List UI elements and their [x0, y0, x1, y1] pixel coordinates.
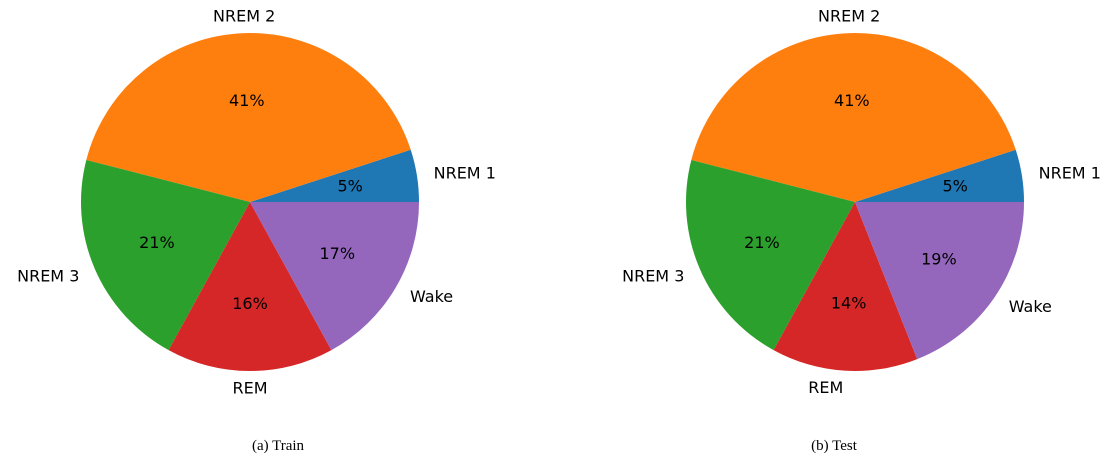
- train-caption: (a) Train: [251, 438, 305, 454]
- test-slice-nrem-1: [855, 149, 1024, 202]
- test-category-label-nrem-2: NREM 2: [818, 7, 880, 26]
- test-category-label-rem: REM: [808, 378, 843, 397]
- train-slice-wake: [250, 202, 419, 351]
- train-category-label-wake: Wake: [410, 287, 453, 306]
- test-slice-nrem-2: [691, 32, 1016, 202]
- test-category-label-wake: Wake: [1009, 297, 1052, 316]
- train-pct-label-rem: 16%: [232, 294, 268, 313]
- train-category-label-nrem-1: NREM 1: [434, 163, 496, 182]
- train-slice-nrem-2: [86, 32, 411, 202]
- train-pct-label-wake: 17%: [319, 244, 355, 263]
- test-slice-wake: [855, 202, 1024, 360]
- test-pct-label-rem: 14%: [831, 294, 867, 313]
- test-category-label-nrem-3: NREM 3: [622, 266, 684, 285]
- test-category-label-nrem-1: NREM 1: [1039, 163, 1101, 182]
- train-category-label-rem: REM: [232, 378, 267, 397]
- test-slice-nrem-3: [686, 159, 855, 351]
- test-pie-chart: 5% NREM 1 41% NREM 2 21% NREM 3 14% REM 19% Wake: [622, 7, 1101, 397]
- train-slice-rem: [168, 202, 332, 371]
- train-slice-nrem-1: [250, 149, 419, 202]
- train-slice-nrem-3: [80, 159, 250, 351]
- test-slice-rem: [773, 202, 918, 372]
- train-pct-label-nrem-3: 21%: [139, 233, 175, 252]
- test-pct-label-nrem-1: 5%: [942, 177, 967, 196]
- train-pct-label-nrem-2: 41%: [229, 91, 265, 110]
- test-pct-label-nrem-2: 41%: [834, 91, 870, 110]
- test-pct-label-nrem-3: 21%: [744, 233, 780, 252]
- train-pct-label-nrem-1: 5%: [337, 177, 362, 196]
- train-category-label-nrem-2: NREM 2: [213, 7, 275, 26]
- test-pct-label-wake: 19%: [921, 249, 957, 268]
- test-caption: (b) Test: [811, 438, 857, 454]
- test-pie-panel: 5% NREM 1 41% NREM 2 21% NREM 3 14% REM 19% Wake …: [556, 0, 1112, 465]
- train-category-label-nrem-3: NREM 3: [17, 266, 79, 285]
- train-pie-panel: 5% NREM 1 41% NREM 2 21% NREM 3 16% REM 17% Wake …: [17, 7, 496, 454]
- train-pie-chart: 5% NREM 1 41% NREM 2 21% NREM 3 16% REM 17% Wake: [17, 7, 496, 398]
